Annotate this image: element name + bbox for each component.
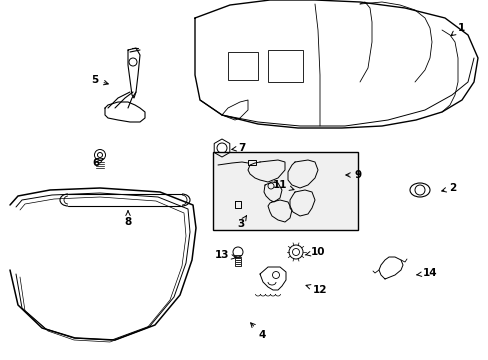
Text: 13: 13 bbox=[214, 250, 235, 260]
Text: 11: 11 bbox=[272, 180, 293, 190]
Text: 4: 4 bbox=[250, 323, 265, 340]
Text: 8: 8 bbox=[124, 211, 131, 227]
Text: 2: 2 bbox=[441, 183, 456, 193]
Text: 6: 6 bbox=[92, 158, 103, 168]
Bar bbox=[213, 152, 357, 230]
Text: 12: 12 bbox=[305, 285, 326, 295]
Text: 3: 3 bbox=[237, 216, 246, 229]
Bar bbox=[267, 50, 303, 82]
Text: 14: 14 bbox=[416, 268, 436, 278]
Bar bbox=[235, 258, 241, 266]
Text: 1: 1 bbox=[450, 23, 464, 36]
Text: 10: 10 bbox=[305, 247, 325, 257]
Bar bbox=[247, 160, 256, 165]
Bar bbox=[227, 52, 258, 80]
Text: 5: 5 bbox=[91, 75, 108, 85]
Text: 9: 9 bbox=[345, 170, 361, 180]
Text: 7: 7 bbox=[231, 143, 245, 153]
